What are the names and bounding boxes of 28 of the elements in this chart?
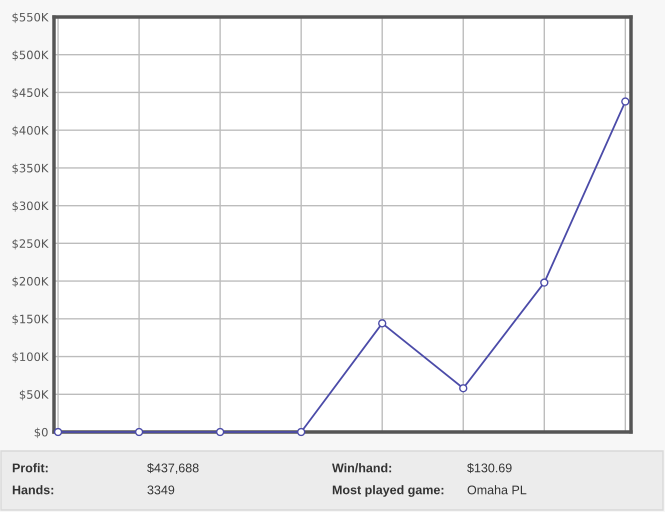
point bbox=[459, 384, 468, 392]
text: Most played game: bbox=[332, 485, 444, 497]
y-tick-label: $500K bbox=[12, 50, 49, 61]
point bbox=[621, 97, 630, 106]
text: Profit: bbox=[12, 463, 48, 472]
y-tick-label: $400K bbox=[12, 126, 49, 136]
y-tick-label: $450K bbox=[12, 88, 49, 99]
y-tick-label: $350K bbox=[12, 164, 49, 174]
point bbox=[297, 428, 306, 436]
y-tick-label: $150K bbox=[12, 314, 49, 325]
y-tick-label: $250K bbox=[12, 238, 49, 250]
text: Hands: bbox=[12, 485, 54, 494]
y-tick-label: $550K bbox=[12, 12, 49, 24]
point bbox=[216, 428, 224, 436]
point bbox=[54, 428, 62, 436]
y-tick-label: $100K bbox=[12, 352, 49, 363]
text: 3349 bbox=[147, 486, 174, 494]
text: Win/hand: bbox=[332, 463, 392, 472]
text: $437,688 bbox=[147, 462, 199, 474]
y-tick-label: $0 bbox=[34, 428, 48, 438]
text: $130.69 bbox=[467, 462, 512, 474]
y-tick-label: $300K bbox=[12, 201, 49, 212]
y-tick-label: $50K bbox=[20, 390, 49, 400]
point bbox=[540, 278, 548, 287]
point bbox=[134, 428, 144, 436]
y-tick-label: $200K bbox=[12, 276, 49, 288]
text: Omaha PL bbox=[468, 485, 526, 494]
point bbox=[378, 319, 386, 328]
